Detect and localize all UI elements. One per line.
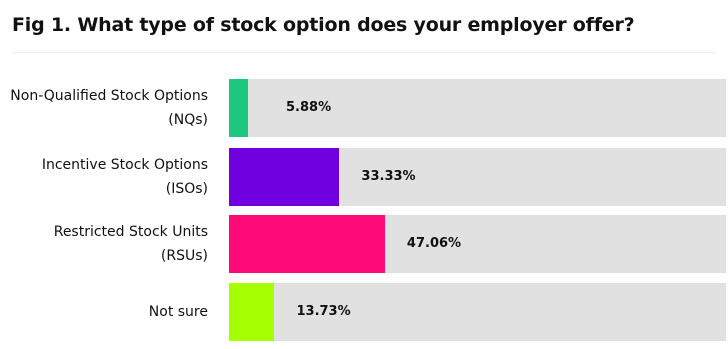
chart-title: Fig 1. What type of stock option does yo…	[12, 14, 635, 36]
category-label: Restricted Stock Units (RSUs)	[53, 224, 208, 264]
category-label: Incentive Stock Options (ISOs)	[41, 157, 208, 197]
value-label: 33.33%	[361, 169, 416, 184]
category-label: Non-Qualified Stock Options (NQs)	[10, 88, 208, 128]
bar-track: 33.33%	[229, 148, 726, 206]
bar	[229, 79, 249, 137]
bar-row: Not sure 13.73%	[0, 283, 728, 341]
value-label: 47.06%	[406, 236, 462, 251]
bar-track: 5.88%	[229, 79, 726, 137]
bar	[229, 215, 385, 273]
value-label: 5.88%	[286, 100, 332, 115]
bar	[229, 148, 340, 206]
bar	[229, 283, 275, 341]
separator	[12, 52, 716, 53]
bar-row: Incentive Stock Options (ISOs) 33.33%	[0, 148, 728, 206]
bar-track: 47.06%	[229, 215, 726, 273]
value-label: 13.73%	[296, 304, 351, 319]
category-label: Not sure	[148, 304, 208, 320]
bar-row: Non-Qualified Stock Options (NQs) 5.88%	[0, 79, 728, 137]
bar-row: Restricted Stock Units (RSUs) 47.06%	[0, 215, 728, 273]
bar-track: 13.73%	[229, 283, 726, 341]
